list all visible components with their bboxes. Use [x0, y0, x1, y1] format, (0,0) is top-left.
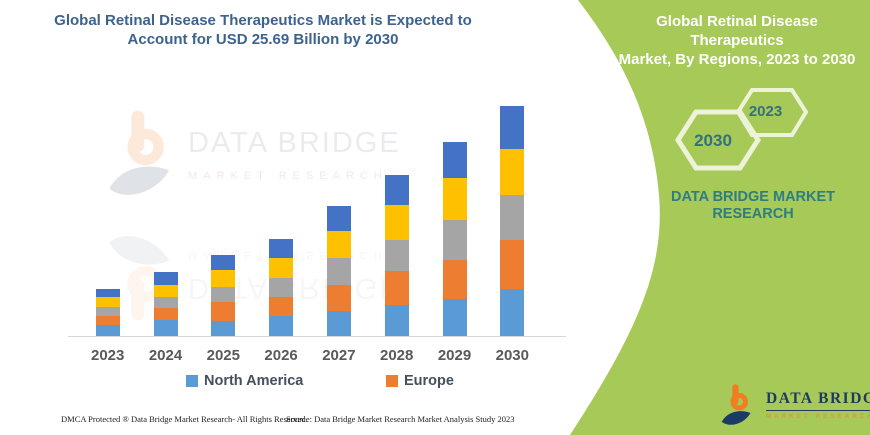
bar-segment-series5 — [153, 272, 178, 285]
x-axis-label-2029: 2029 — [437, 347, 472, 364]
data-bridge-logo-icon — [716, 383, 760, 435]
bar-segment-series3 — [326, 257, 351, 286]
legend-item-north-america: North America — [186, 373, 303, 389]
bar-2024 — [153, 272, 178, 336]
bar-2028 — [384, 175, 409, 336]
side-brand-text: DATA BRIDGE MARKET RESEARCH — [640, 189, 866, 223]
bar-segment-north-america — [384, 304, 409, 336]
x-axis-label-2028: 2028 — [380, 347, 414, 364]
footer-source-text: Source: Data Bridge Market Research Mark… — [286, 414, 515, 424]
x-axis-label-2023: 2023 — [91, 347, 125, 364]
bar-segment-series3 — [384, 240, 409, 272]
hexagon-year-2023: 2023 — [748, 103, 783, 120]
brand-logo-sub: MARKET RESEARCH — [766, 414, 870, 420]
bar-2030 — [500, 105, 525, 336]
bar-segment-series4 — [153, 284, 178, 297]
bar-segment-europe — [384, 271, 409, 305]
page-title-line1: Global Retinal Disease Therapeutics Mark… — [54, 12, 472, 29]
x-axis-label-2026: 2026 — [264, 347, 298, 364]
bar-segment-series5 — [500, 105, 525, 149]
bar-segment-series3 — [269, 278, 294, 298]
bar-segment-north-america — [95, 325, 120, 336]
bar-segment-north-america — [500, 288, 525, 336]
data-bridge-logo-icon — [104, 106, 182, 219]
legend-swatch-icon — [386, 375, 398, 387]
banner-title-line1: Global Retinal Disease Therapeutics — [656, 13, 818, 49]
bar-segment-europe — [95, 316, 120, 326]
watermark-sub-text: MARKET RESEARCH — [188, 170, 388, 182]
bar-segment-series3 — [442, 220, 467, 261]
bar-segment-europe — [500, 240, 525, 289]
bar-2026 — [269, 238, 294, 336]
bar-segment-series5 — [326, 206, 351, 232]
bar-segment-series4 — [442, 177, 467, 221]
bar-segment-series3 — [500, 195, 525, 241]
bar-segment-series4 — [500, 148, 525, 196]
bar-segment-series5 — [211, 255, 236, 271]
watermark: DATA BRIDGE MARKET RESEARCH — [104, 106, 401, 219]
hexagon-2030-badge — [675, 109, 761, 171]
page-title-line2: Account for USD 25.69 Billion by 2030 — [127, 31, 399, 48]
bar-segment-series4 — [326, 231, 351, 258]
bar-segment-series3 — [95, 306, 120, 317]
bar-segment-series5 — [269, 238, 294, 258]
bar-segment-north-america — [211, 321, 236, 336]
bar-2029 — [442, 141, 467, 336]
bar-segment-europe — [326, 285, 351, 312]
bar-segment-north-america — [153, 319, 178, 336]
bar-segment-series4 — [384, 204, 409, 241]
bar-segment-europe — [211, 301, 236, 322]
bar-segment-series4 — [269, 257, 294, 278]
brand-logo-name: DATA BRIDGE — [766, 390, 870, 411]
bar-segment-series5 — [384, 175, 409, 205]
green-side-panel — [570, 0, 870, 435]
brand-logo: DATA BRIDGE MARKET RESEARCH — [716, 383, 870, 435]
legend-swatch-icon — [186, 375, 198, 387]
legend-label: North America — [204, 373, 304, 389]
banner-title: Global Retinal Disease Therapeutics Mark… — [613, 12, 861, 69]
x-axis-line — [68, 336, 566, 337]
x-axis-label-2027: 2027 — [322, 347, 356, 364]
x-axis-label-2030: 2030 — [495, 347, 529, 364]
bar-segment-europe — [269, 297, 294, 317]
bar-2025 — [211, 255, 236, 336]
bar-segment-north-america — [326, 311, 351, 336]
side-brand-line2: RESEARCH — [712, 206, 794, 222]
bar-segment-north-america — [442, 298, 467, 336]
bar-segment-series4 — [211, 270, 236, 288]
banner-title-line2: Market, By Regions, 2023 to 2030 — [618, 51, 856, 68]
bar-2027 — [326, 206, 351, 336]
page-title: Global Retinal Disease Therapeutics Mark… — [42, 11, 484, 49]
bar-segment-series5 — [442, 141, 467, 178]
bar-segment-europe — [442, 260, 467, 299]
bar-2023 — [95, 288, 120, 336]
bar-segment-series3 — [211, 287, 236, 302]
bar-segment-north-america — [269, 316, 294, 336]
legend-label: Europe — [404, 373, 454, 389]
watermark-brand-text: DATA BRIDGE — [188, 127, 401, 159]
bar-segment-series5 — [95, 288, 120, 298]
bar-segment-series3 — [153, 296, 178, 308]
bar-segment-europe — [153, 307, 178, 320]
legend-item-europe: Europe — [386, 373, 454, 389]
hexagon-year-2030: 2030 — [694, 131, 732, 150]
x-axis-label-2025: 2025 — [206, 347, 240, 364]
side-brand-line1: DATA BRIDGE MARKET — [670, 189, 836, 205]
footer-dmca-text: DMCA Protected ® Data Bridge Market Rese… — [61, 414, 308, 424]
x-axis-label-2024: 2024 — [148, 347, 183, 364]
bar-segment-series4 — [95, 297, 120, 307]
